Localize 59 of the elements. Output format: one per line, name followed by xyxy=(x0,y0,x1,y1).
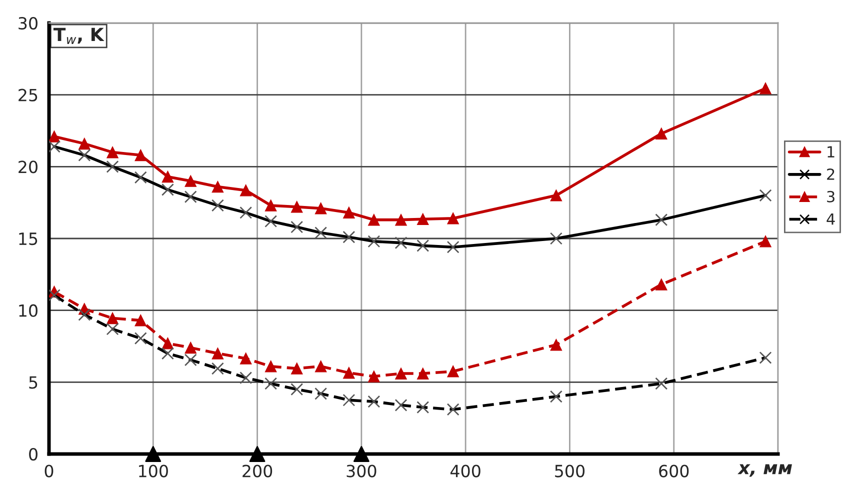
legend-label: 4 xyxy=(826,213,835,225)
x-tick-label: 500 xyxy=(555,464,585,478)
point xyxy=(395,368,407,380)
y-tick-label: 5 xyxy=(29,376,38,389)
point xyxy=(240,352,252,364)
legend-label: 1 xyxy=(828,146,834,158)
point xyxy=(134,149,147,162)
point xyxy=(655,278,668,290)
point xyxy=(550,189,562,202)
x-tick-label: 100 xyxy=(139,464,168,478)
point xyxy=(314,202,327,214)
x-axis-title: x, мм xyxy=(738,464,792,477)
y-tick-label: 0 xyxy=(29,448,38,461)
point xyxy=(290,362,303,374)
y-tick-label: 25 xyxy=(18,88,38,102)
point xyxy=(212,348,224,360)
point xyxy=(134,314,147,326)
point xyxy=(264,200,277,212)
point xyxy=(212,180,224,193)
point xyxy=(106,146,118,158)
point xyxy=(550,338,562,351)
x-tick-label: 600 xyxy=(659,464,689,478)
point xyxy=(447,212,459,224)
point xyxy=(184,175,197,187)
point xyxy=(416,368,429,380)
point xyxy=(760,82,772,94)
x-tick-label: 400 xyxy=(450,464,480,478)
point xyxy=(368,370,380,382)
point xyxy=(290,200,303,213)
point xyxy=(760,235,772,248)
point xyxy=(655,128,668,140)
x-tick-label: 300 xyxy=(346,464,376,478)
point xyxy=(416,213,429,226)
point xyxy=(353,446,370,462)
point xyxy=(249,446,266,462)
point xyxy=(49,130,60,142)
x-tick-label: 0 xyxy=(44,464,54,478)
point xyxy=(314,360,327,372)
legend-label: 3 xyxy=(827,190,834,202)
point xyxy=(368,214,380,226)
y-tick-label: 10 xyxy=(19,304,38,317)
point xyxy=(343,366,355,379)
point xyxy=(145,446,162,462)
point xyxy=(106,312,118,324)
y-tick-label: 20 xyxy=(18,160,38,174)
x-tick-label: 200 xyxy=(242,464,272,478)
point xyxy=(162,337,174,350)
point xyxy=(447,365,459,378)
y-tick-label: 30 xyxy=(18,16,38,30)
legend-label: 2 xyxy=(827,168,834,180)
point xyxy=(184,342,197,354)
point xyxy=(240,184,252,196)
point xyxy=(264,360,277,372)
y-axis-title: T$_{w}$, K xyxy=(53,28,104,44)
point xyxy=(78,138,90,150)
point xyxy=(395,214,407,226)
point xyxy=(343,206,355,219)
y-tick-label: 15 xyxy=(19,232,38,246)
point xyxy=(162,170,174,183)
